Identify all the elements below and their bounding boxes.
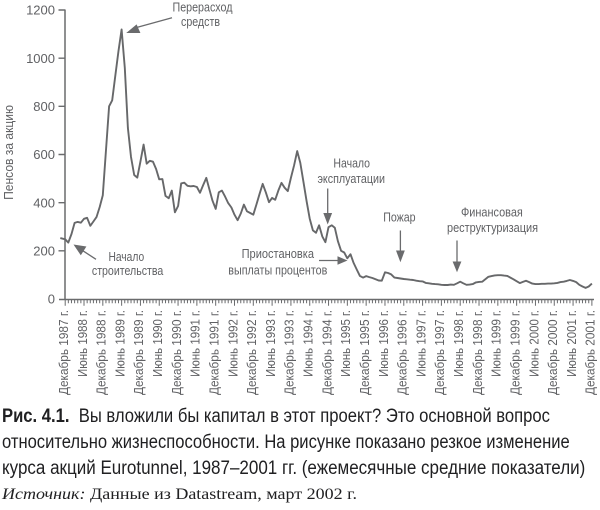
svg-text:строительства: строительства [92, 263, 164, 278]
svg-text:средств: средств [181, 14, 220, 29]
svg-text:Декабрь 1988 г.: Декабрь 1988 г. [94, 310, 109, 395]
svg-text:Декабрь 1987 г.: Декабрь 1987 г. [56, 310, 71, 395]
svg-text:Июнь 1994 г.: Июнь 1994 г. [301, 310, 316, 377]
svg-text:Пенсов за акцию: Пенсов за акцию [1, 105, 16, 200]
svg-text:0: 0 [48, 292, 55, 307]
svg-text:реструктуризация: реструктуризация [447, 220, 538, 235]
svg-text:Июнь 1992 г.: Июнь 1992 г. [225, 310, 240, 377]
svg-text:Июнь 2000 г.: Июнь 2000 г. [526, 310, 541, 377]
svg-text:Декабрь 1998 г.: Декабрь 1998 г. [470, 310, 485, 395]
svg-text:Июнь 1997 г.: Июнь 1997 г. [413, 310, 428, 377]
svg-text:Декабрь 1994 г.: Декабрь 1994 г. [319, 310, 334, 395]
svg-text:Июнь 1993 г.: Июнь 1993 г. [263, 310, 278, 377]
svg-text:Декабрь 1990 г.: Декабрь 1990 г. [169, 310, 184, 395]
svg-text:Финансовая: Финансовая [461, 205, 523, 220]
svg-text:Июнь 1989 г.: Июнь 1989 г. [112, 310, 127, 377]
svg-text:Июнь 1995 г.: Июнь 1995 г. [338, 310, 353, 377]
svg-text:Декабрь 1989 г.: Декабрь 1989 г. [131, 310, 146, 395]
svg-text:Декабрь 1992 г.: Декабрь 1992 г. [244, 310, 259, 395]
svg-text:Июнь 1999 г.: Июнь 1999 г. [489, 310, 504, 377]
svg-text:Начало: Начало [108, 249, 144, 264]
svg-text:Июнь 1991 г.: Июнь 1991 г. [188, 310, 203, 377]
svg-text:Приостановка: Приостановка [242, 246, 315, 261]
svg-text:200: 200 [33, 244, 55, 259]
svg-text:Июнь 2001 г.: Июнь 2001 г. [564, 310, 579, 377]
svg-text:Июнь 1998 г.: Июнь 1998 г. [451, 310, 466, 377]
svg-text:Декабрь 1999 г.: Декабрь 1999 г. [507, 310, 522, 395]
svg-text:Начало: Начало [333, 155, 370, 170]
svg-text:Пожар: Пожар [383, 210, 415, 225]
svg-text:800: 800 [33, 99, 55, 114]
svg-text:Перерасход: Перерасход [173, 0, 233, 14]
svg-text:выплаты процентов: выплаты процентов [228, 263, 327, 278]
svg-text:Июнь 1990 г.: Июнь 1990 г. [150, 310, 165, 377]
svg-text:Июнь 1996 г.: Июнь 1996 г. [376, 310, 391, 377]
svg-text:Декабрь 1993 г.: Декабрь 1993 г. [282, 310, 297, 395]
svg-text:1000: 1000 [26, 51, 55, 66]
svg-text:эксплуатации: эксплуатации [317, 171, 385, 186]
svg-text:Декабрь 1996 г.: Декабрь 1996 г. [395, 310, 410, 395]
svg-text:Декабрь 1997 г.: Декабрь 1997 г. [432, 310, 447, 395]
svg-text:400: 400 [33, 195, 55, 210]
svg-text:1200: 1200 [26, 3, 55, 18]
svg-text:Декабрь 1995 г.: Декабрь 1995 г. [357, 310, 372, 395]
svg-text:600: 600 [33, 147, 55, 162]
svg-text:Декабрь 2001 г.: Декабрь 2001 г. [583, 310, 598, 395]
svg-text:Декабрь 1991 г.: Декабрь 1991 г. [206, 310, 221, 395]
svg-text:Декабрь 2000 г.: Декабрь 2000 г. [545, 310, 560, 395]
svg-text:Июнь 1988 г.: Июнь 1988 г. [75, 310, 90, 377]
